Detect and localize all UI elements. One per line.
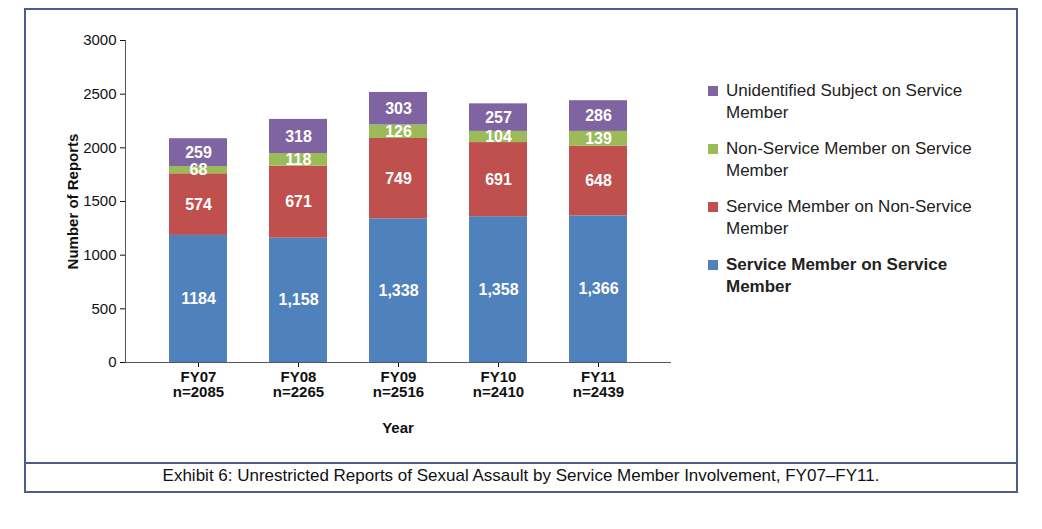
svg-text:286: 286: [585, 107, 612, 124]
svg-text:3000: 3000: [83, 31, 116, 48]
svg-text:1,338: 1,338: [378, 282, 418, 299]
svg-text:1500: 1500: [83, 192, 116, 209]
svg-text:FY08n=2265: FY08n=2265: [273, 368, 324, 400]
svg-text:1,358: 1,358: [478, 281, 518, 298]
html-text:Exhibit 6: Unrestricted Report: Exhibit 6: Unrestricted Reports of Sexua…: [162, 466, 880, 485]
svg-text:671: 671: [285, 193, 312, 210]
html-text:Service Member on Service Memb: Service Member on Service Member: [726, 255, 948, 296]
svg-text:126: 126: [385, 123, 412, 140]
svg-text:Number of Reports: Number of Reports: [64, 134, 81, 270]
svg-text:574: 574: [185, 196, 212, 213]
svg-text:648: 648: [585, 172, 612, 189]
html-text:Service Member on Non-Service: Service Member on Non-Service Member: [726, 197, 972, 238]
svg-text:104: 104: [485, 128, 512, 145]
svg-text:1184: 1184: [181, 290, 216, 307]
svg-text:FY07n=2085: FY07n=2085: [173, 368, 224, 400]
html-text:Unidentified Subject on Servic: Unidentified Subject on Service Member: [726, 81, 963, 122]
svg-text:303: 303: [385, 100, 412, 117]
svg-text:259: 259: [185, 144, 212, 161]
svg-text:FY11n=2439: FY11n=2439: [573, 368, 624, 400]
svg-text:68: 68: [190, 161, 208, 178]
svg-text:691: 691: [485, 171, 512, 188]
svg-text:500: 500: [91, 300, 116, 317]
svg-text:2500: 2500: [83, 85, 116, 102]
svg-text:1,158: 1,158: [278, 291, 318, 308]
svg-text:1000: 1000: [83, 246, 116, 263]
svg-text:FY10n=2410: FY10n=2410: [473, 368, 524, 400]
svg-text:118: 118: [286, 151, 312, 168]
svg-text:257: 257: [485, 109, 512, 126]
svg-text:749: 749: [385, 170, 412, 187]
svg-text:Year: Year: [382, 419, 414, 436]
svg-text:318: 318: [285, 128, 312, 145]
svg-text:2000: 2000: [83, 139, 116, 156]
svg-text:0: 0: [108, 353, 116, 370]
svg-text:FY09n=2516: FY09n=2516: [373, 368, 424, 400]
svg-text:139: 139: [585, 130, 612, 147]
svg-text:1,366: 1,366: [578, 280, 618, 297]
html-text:Non-Service Member on Service: Non-Service Member on Service Member: [726, 139, 972, 180]
